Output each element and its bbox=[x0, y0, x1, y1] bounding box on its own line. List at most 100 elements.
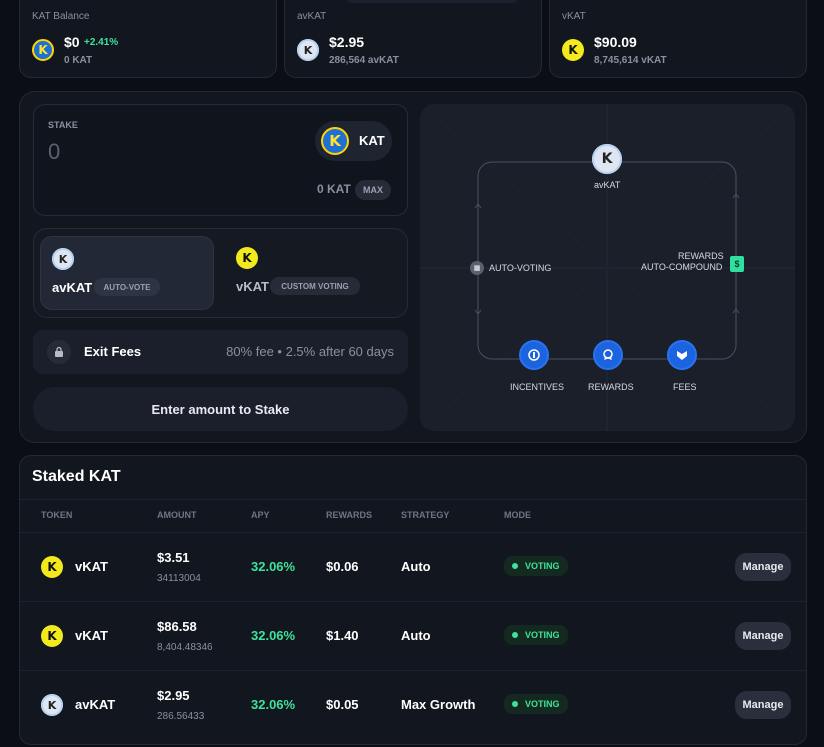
mode-selector: K avKAT AUTO-VOTE K vKAT CUSTOM VOTING bbox=[33, 228, 408, 318]
balance-change: +2.41% bbox=[84, 37, 119, 48]
balance-value: $0 bbox=[64, 34, 80, 50]
balance-label: KAT Balance bbox=[32, 11, 90, 22]
node-label-fees: FEES bbox=[673, 382, 697, 392]
dollar-icon: $ bbox=[730, 256, 744, 272]
kat-coin-icon: K bbox=[321, 127, 349, 155]
diagram-center-label: avKAT bbox=[594, 180, 621, 190]
diagram-right-label-1: REWARDS bbox=[678, 251, 724, 261]
kat-coin-icon: K bbox=[32, 39, 54, 61]
col-header-amount: AMOUNT bbox=[157, 510, 197, 520]
avkat-coin-icon: K bbox=[297, 39, 319, 61]
col-header-apy: APY bbox=[251, 510, 270, 520]
fees-node-icon bbox=[667, 340, 697, 370]
status-dot-icon bbox=[512, 701, 518, 707]
divider bbox=[20, 532, 806, 533]
exit-fees-label: Exit Fees bbox=[84, 344, 142, 359]
vkat-coin-icon: K bbox=[562, 39, 584, 61]
status-text: VOTING bbox=[525, 699, 560, 709]
node-label-incentives: INCENTIVES bbox=[510, 382, 565, 392]
max-button[interactable]: MAX bbox=[355, 180, 391, 200]
diagram-left-label: AUTO-VOTING bbox=[489, 263, 552, 273]
mode-name: vKAT bbox=[236, 279, 269, 294]
row-amount-sub: 34113004 bbox=[157, 573, 201, 584]
lock-icon bbox=[47, 340, 71, 364]
row-apy: 32.06% bbox=[251, 628, 296, 643]
stake-amount-input[interactable]: 0 bbox=[48, 139, 61, 164]
col-header-mode: MODE bbox=[504, 510, 531, 520]
row-apy: 32.06% bbox=[251, 697, 296, 712]
balance-sub: 0 KAT bbox=[64, 55, 93, 66]
diagram-right-label-2: AUTO-COMPOUND bbox=[641, 262, 723, 272]
balance-label: vKAT bbox=[562, 11, 586, 22]
stake-submit-button[interactable]: Enter amount to Stake bbox=[33, 387, 408, 431]
balance-card-avkat: avKAT K $2.95 286,564 avKAT bbox=[284, 0, 542, 78]
mode-name: avKAT bbox=[52, 280, 93, 295]
submit-label: Enter amount to Stake bbox=[151, 401, 290, 417]
status-badge: VOTING bbox=[504, 694, 568, 714]
status-dot-icon bbox=[512, 563, 518, 569]
row-token: vKAT bbox=[75, 559, 108, 574]
status-text: VOTING bbox=[525, 561, 560, 571]
balance-sub: 8,745,614 vKAT bbox=[594, 55, 667, 66]
stake-input-box[interactable]: STAKE 0 K KAT 0 KAT MAX bbox=[33, 104, 408, 216]
exit-fees-row: Exit Fees 80% fee • 2.5% after 60 days bbox=[33, 330, 408, 374]
divider bbox=[20, 499, 806, 500]
stake-balance: 0 KAT bbox=[317, 182, 351, 196]
balance-value: $90.09 bbox=[594, 34, 637, 50]
mode-option-vkat[interactable]: K vKAT CUSTOM VOTING bbox=[230, 236, 404, 310]
col-header-token: TOKEN bbox=[41, 510, 73, 520]
top-pill bbox=[345, 0, 520, 3]
staked-table-card: Staked KAT bbox=[19, 455, 807, 745]
col-header-rewards: REWARDS bbox=[326, 510, 373, 520]
status-badge: VOTING bbox=[504, 625, 568, 645]
stake-label: STAKE bbox=[48, 120, 78, 130]
incentives-node-icon bbox=[519, 340, 549, 370]
row-strategy: Auto bbox=[401, 559, 431, 574]
row-rewards: $1.40 bbox=[326, 628, 359, 643]
balance-card-vkat: vKAT K $90.09 8,745,614 vKAT bbox=[549, 0, 807, 78]
manage-button[interactable]: Manage bbox=[735, 622, 791, 650]
token-selector[interactable]: K KAT bbox=[315, 121, 392, 161]
divider bbox=[20, 670, 806, 671]
status-dot-icon bbox=[512, 632, 518, 638]
token-name: KAT bbox=[359, 133, 385, 148]
balance-sub: 286,564 avKAT bbox=[329, 55, 399, 66]
mode-option-avkat[interactable]: K avKAT AUTO-VOTE bbox=[40, 236, 214, 310]
row-amount: $3.51 bbox=[157, 550, 190, 565]
mode-tag: CUSTOM VOTING bbox=[270, 277, 360, 295]
manage-button[interactable]: Manage bbox=[735, 553, 791, 581]
node-label-rewards: REWARDS bbox=[588, 382, 634, 392]
status-text: VOTING bbox=[525, 630, 560, 640]
row-amount: $2.95 bbox=[157, 688, 190, 703]
divider bbox=[20, 601, 806, 602]
status-badge: VOTING bbox=[504, 556, 568, 576]
row-amount: $86.58 bbox=[157, 619, 197, 634]
vkat-coin-icon: K bbox=[41, 625, 63, 647]
stake-panel: STAKE 0 K KAT 0 KAT MAX K avKAT AUTO-VOT… bbox=[19, 91, 807, 443]
avkat-coin-icon: K bbox=[52, 248, 74, 270]
row-token: avKAT bbox=[75, 697, 116, 712]
flow-diagram: K avKAT ▦ AUTO-VOTING REWARDS AUTO-COMPO… bbox=[420, 104, 795, 431]
auto-voting-icon: ▦ bbox=[470, 261, 484, 275]
row-strategy: Auto bbox=[401, 628, 431, 643]
row-strategy: Max Growth bbox=[401, 697, 476, 712]
row-rewards: $0.06 bbox=[326, 559, 359, 574]
vkat-coin-icon: K bbox=[236, 247, 258, 269]
mode-tag: AUTO-VOTE bbox=[94, 278, 160, 296]
row-amount-sub: 8,404.48346 bbox=[157, 642, 213, 653]
row-token: vKAT bbox=[75, 628, 108, 643]
row-amount-sub: 286.56433 bbox=[157, 711, 205, 722]
col-header-strategy: STRATEGY bbox=[401, 510, 450, 520]
row-rewards: $0.05 bbox=[326, 697, 359, 712]
balance-label: avKAT bbox=[297, 11, 327, 22]
avkat-center-icon: K bbox=[592, 144, 622, 174]
balance-card-kat: KAT Balance K $0 +2.41% 0 KAT bbox=[19, 0, 277, 78]
exit-fees-detail: 80% fee • 2.5% after 60 days bbox=[226, 344, 394, 359]
vkat-coin-icon: K bbox=[41, 556, 63, 578]
row-apy: 32.06% bbox=[251, 559, 296, 574]
manage-button[interactable]: Manage bbox=[735, 691, 791, 719]
balance-value: $2.95 bbox=[329, 34, 365, 50]
staked-title: Staked KAT bbox=[32, 468, 121, 485]
rewards-node-icon bbox=[593, 340, 623, 370]
avkat-coin-icon: K bbox=[41, 694, 63, 716]
